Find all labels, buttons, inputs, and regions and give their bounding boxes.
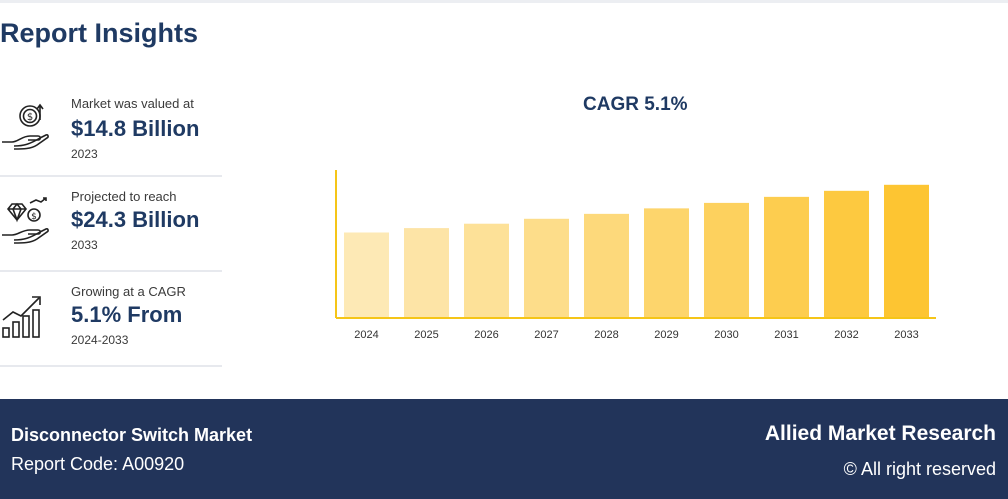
bar-2025 [404,228,449,318]
footer-bar: Disconnector Switch Market Report Code: … [0,399,1008,499]
insight-label: Projected to reach [71,189,177,204]
bar-2033 [884,184,929,318]
x-tick-label: 2026 [474,329,498,341]
x-tick-label: 2028 [594,329,618,341]
x-tick-label: 2030 [714,329,738,341]
growth-chart-icon [2,296,41,338]
insight-year: 2023 [71,147,98,161]
x-tick-label: 2024 [354,329,378,341]
copyright-text: © All right reserved [843,459,996,479]
bar-2031 [764,196,809,318]
brand-name: Allied Market Research [764,422,996,445]
insight-label: Market was valued at [71,96,194,111]
insight-projected-value: $ Projected to reach $24.3 Billion 2033 [0,177,222,272]
page-title: Report Insights [0,18,199,48]
x-tick-label: 2029 [654,329,678,341]
chart-title: CAGR 5.1% [583,94,688,115]
x-tick-label: 2027 [534,329,558,341]
bar-chart: CAGR 5.1% 2024 2025 2026 2027 2028 2029 2030 20… [320,80,960,370]
bar-2027 [524,218,569,318]
bar-2028 [584,213,629,318]
x-tick-label: 2032 [834,329,858,341]
x-tick-label: 2033 [894,329,918,341]
insights-panel: $ Market was valued at $14.8 Billion 202… [0,82,222,367]
bar-2024 [344,232,389,318]
diamond-hand-icon: $ [2,197,49,244]
chart-plot: 2024 2025 2026 2027 2028 2029 2030 2031 2032 2033 [335,170,936,341]
insight-label: Growing at a CAGR [71,284,186,299]
x-tick-label: 2031 [774,329,798,341]
svg-text:$: $ [27,112,33,123]
money-hand-icon: $ [2,103,49,150]
insight-value: 5.1% From [71,302,183,327]
insight-year: 2033 [71,238,98,252]
bar-2029 [644,208,689,318]
insight-market-value: $ Market was valued at $14.8 Billion 202… [0,82,222,177]
report-code: Report Code: A00920 [11,454,185,474]
svg-text:$: $ [31,212,37,222]
insight-cagr: Growing at a CAGR 5.1% From 2024-2033 [0,272,222,367]
x-tick-label: 2025 [414,329,438,341]
insight-value: $24.3 Billion [71,207,200,232]
bar-2026 [464,223,509,318]
bar-2032 [824,190,869,318]
insight-year: 2024-2033 [71,333,129,347]
top-divider [0,0,1008,3]
bar-2030 [704,202,749,318]
report-name: Disconnector Switch Market [11,425,253,445]
insight-value: $14.8 Billion [71,116,200,141]
